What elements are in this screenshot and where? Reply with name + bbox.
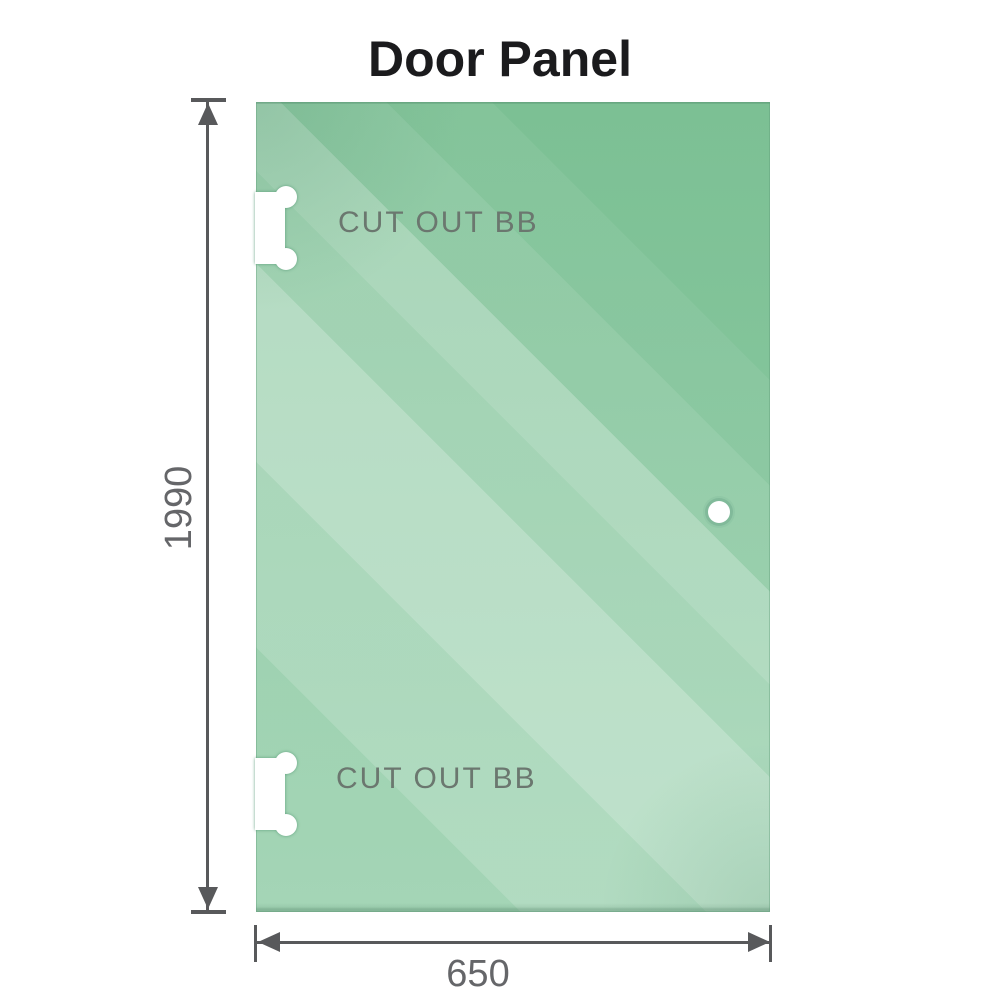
- glass-panel: CUT OUT BB CUT OUT BB: [255, 102, 770, 912]
- width-dimension-label: 650: [446, 953, 510, 995]
- arrow-right-icon: [748, 932, 770, 952]
- height-dimension-line: [206, 100, 209, 912]
- arrow-left-icon: [258, 932, 280, 952]
- cutout-label-bottom: CUT OUT BB: [336, 762, 537, 795]
- hinge-cutout-top: [255, 186, 299, 270]
- hinge-cutout-relief-hole-icon: [275, 186, 297, 208]
- hinge-cutout-relief-hole-icon: [275, 814, 297, 836]
- page-title: Door Panel: [368, 31, 632, 87]
- height-dimension-cap-bottom: [191, 910, 226, 914]
- width-dimension-cap-left: [254, 925, 257, 962]
- hinge-cutout-relief-hole-icon: [275, 752, 297, 774]
- arrow-down-icon: [198, 887, 218, 909]
- hinge-cutout-bottom: [255, 752, 299, 836]
- width-dimension-line: [257, 941, 770, 944]
- handle-hole: [708, 501, 730, 523]
- cutout-label-top: CUT OUT BB: [338, 206, 539, 239]
- height-dimension-label: 1990: [158, 465, 200, 551]
- arrow-up-icon: [198, 103, 218, 125]
- hinge-cutout-relief-hole-icon: [275, 248, 297, 270]
- height-dimension-cap-top: [191, 98, 226, 102]
- width-dimension-cap-right: [769, 925, 772, 962]
